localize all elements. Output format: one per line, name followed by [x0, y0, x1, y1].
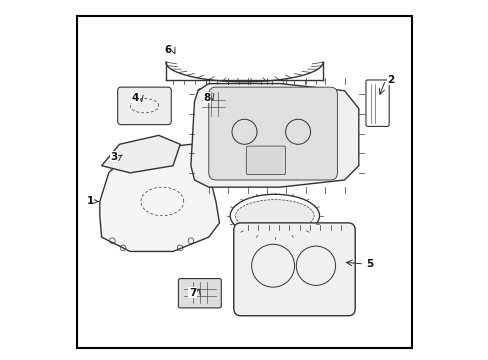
- FancyBboxPatch shape: [118, 87, 171, 125]
- FancyBboxPatch shape: [246, 146, 285, 175]
- FancyBboxPatch shape: [244, 102, 270, 111]
- Text: 2: 2: [386, 75, 394, 85]
- FancyBboxPatch shape: [233, 223, 354, 316]
- Text: 3: 3: [110, 152, 118, 162]
- Text: 1: 1: [86, 197, 94, 206]
- Polygon shape: [190, 84, 358, 187]
- Text: 5: 5: [365, 259, 372, 269]
- FancyBboxPatch shape: [208, 87, 337, 180]
- Text: 8: 8: [203, 93, 210, 103]
- Text: 4: 4: [132, 93, 139, 103]
- Polygon shape: [102, 135, 180, 173]
- FancyBboxPatch shape: [198, 89, 228, 119]
- Polygon shape: [100, 144, 219, 251]
- FancyBboxPatch shape: [178, 279, 221, 308]
- Text: 7: 7: [189, 288, 196, 297]
- Text: 6: 6: [164, 45, 171, 55]
- Ellipse shape: [235, 200, 313, 232]
